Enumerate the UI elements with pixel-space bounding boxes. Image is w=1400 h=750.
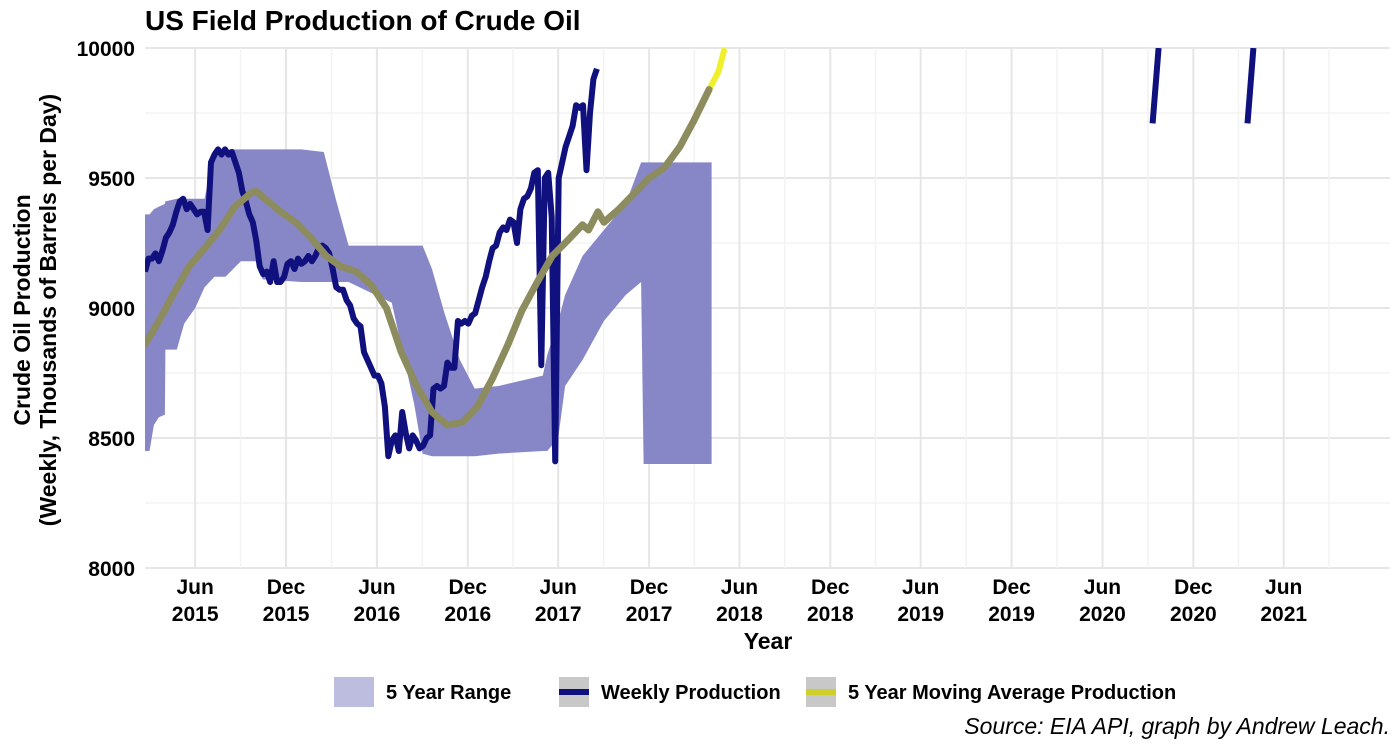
- x-tick-year: 2016: [354, 603, 401, 626]
- x-tick-year: 2017: [626, 603, 673, 626]
- x-tick-month: Jun: [1265, 576, 1302, 599]
- legend-label-moving-average: 5 Year Moving Average Production: [848, 682, 1176, 704]
- five-year-range-area: [145, 149, 712, 464]
- legend-label-weekly-production: Weekly Production: [601, 682, 781, 704]
- x-tick-year: 2018: [807, 603, 854, 626]
- x-tick-year: 2015: [263, 603, 310, 626]
- x-tick-month: Jun: [902, 576, 939, 599]
- legend: 5 Year Range Weekly Production 5 Year Mo…: [334, 677, 1176, 707]
- x-tick-month: Jun: [176, 576, 213, 599]
- x-tick-year: 2019: [897, 603, 944, 626]
- x-tick-year: 2021: [1260, 603, 1307, 626]
- x-axis-ticks: Jun 2015 Dec 2015 Jun 2016 Dec 2016 Jun 2017 Dec 20…: [172, 576, 1308, 626]
- y-tick-label: 8000: [88, 558, 135, 581]
- y-axis-title-line-1: Crude Oil Production: [9, 194, 35, 425]
- moving-average-line-projected: [706, 48, 727, 93]
- x-tick-month: Dec: [1174, 576, 1213, 599]
- chart-title: US Field Production of Crude Oil: [145, 5, 581, 36]
- x-tick-month: Jun: [540, 576, 577, 599]
- x-tick-year: 2018: [716, 603, 763, 626]
- x-tick-month: Dec: [630, 576, 669, 599]
- weekly-production-line: [1244, 48, 1257, 124]
- moving-average-line: [145, 86, 713, 429]
- y-axis-ticks: 8000 8500 9000 9500 10000: [77, 38, 135, 581]
- weekly-production-line: [1149, 48, 1162, 124]
- x-tick-month: Jun: [358, 576, 395, 599]
- x-tick-month: Dec: [992, 576, 1031, 599]
- y-axis-title: Crude Oil Production (Weekly, Thousands …: [9, 94, 61, 526]
- weekly-production-series: [145, 48, 1257, 465]
- x-tick-year: 2020: [1079, 603, 1126, 626]
- y-tick-label: 9000: [88, 298, 135, 321]
- moving-average-series: [145, 48, 727, 429]
- y-axis-title-line-2: (Weekly, Thousands of Barrels per Day): [35, 94, 61, 526]
- x-tick-month: Jun: [1084, 576, 1121, 599]
- x-tick-month: Jun: [721, 576, 758, 599]
- x-tick-month: Dec: [811, 576, 850, 599]
- x-tick-year: 2017: [535, 603, 582, 626]
- x-tick-month: Dec: [267, 576, 306, 599]
- legend-key-five-year-range: [334, 677, 374, 707]
- five-year-range-band: [145, 149, 712, 464]
- weekly-production-line: [145, 67, 600, 465]
- y-tick-label: 10000: [77, 38, 135, 61]
- x-tick-year: 2020: [1170, 603, 1217, 626]
- x-tick-year: 2016: [444, 603, 491, 626]
- source-caption: Source: EIA API, graph by Andrew Leach.: [964, 713, 1390, 739]
- y-tick-label: 8500: [88, 428, 135, 451]
- x-tick-month: Dec: [449, 576, 488, 599]
- grid: [145, 47, 1390, 569]
- x-axis-title: Year: [744, 628, 793, 654]
- x-tick-year: 2015: [172, 603, 219, 626]
- x-tick-year: 2019: [988, 603, 1035, 626]
- y-tick-label: 9500: [88, 168, 135, 191]
- legend-label-five-year-range: 5 Year Range: [386, 682, 511, 704]
